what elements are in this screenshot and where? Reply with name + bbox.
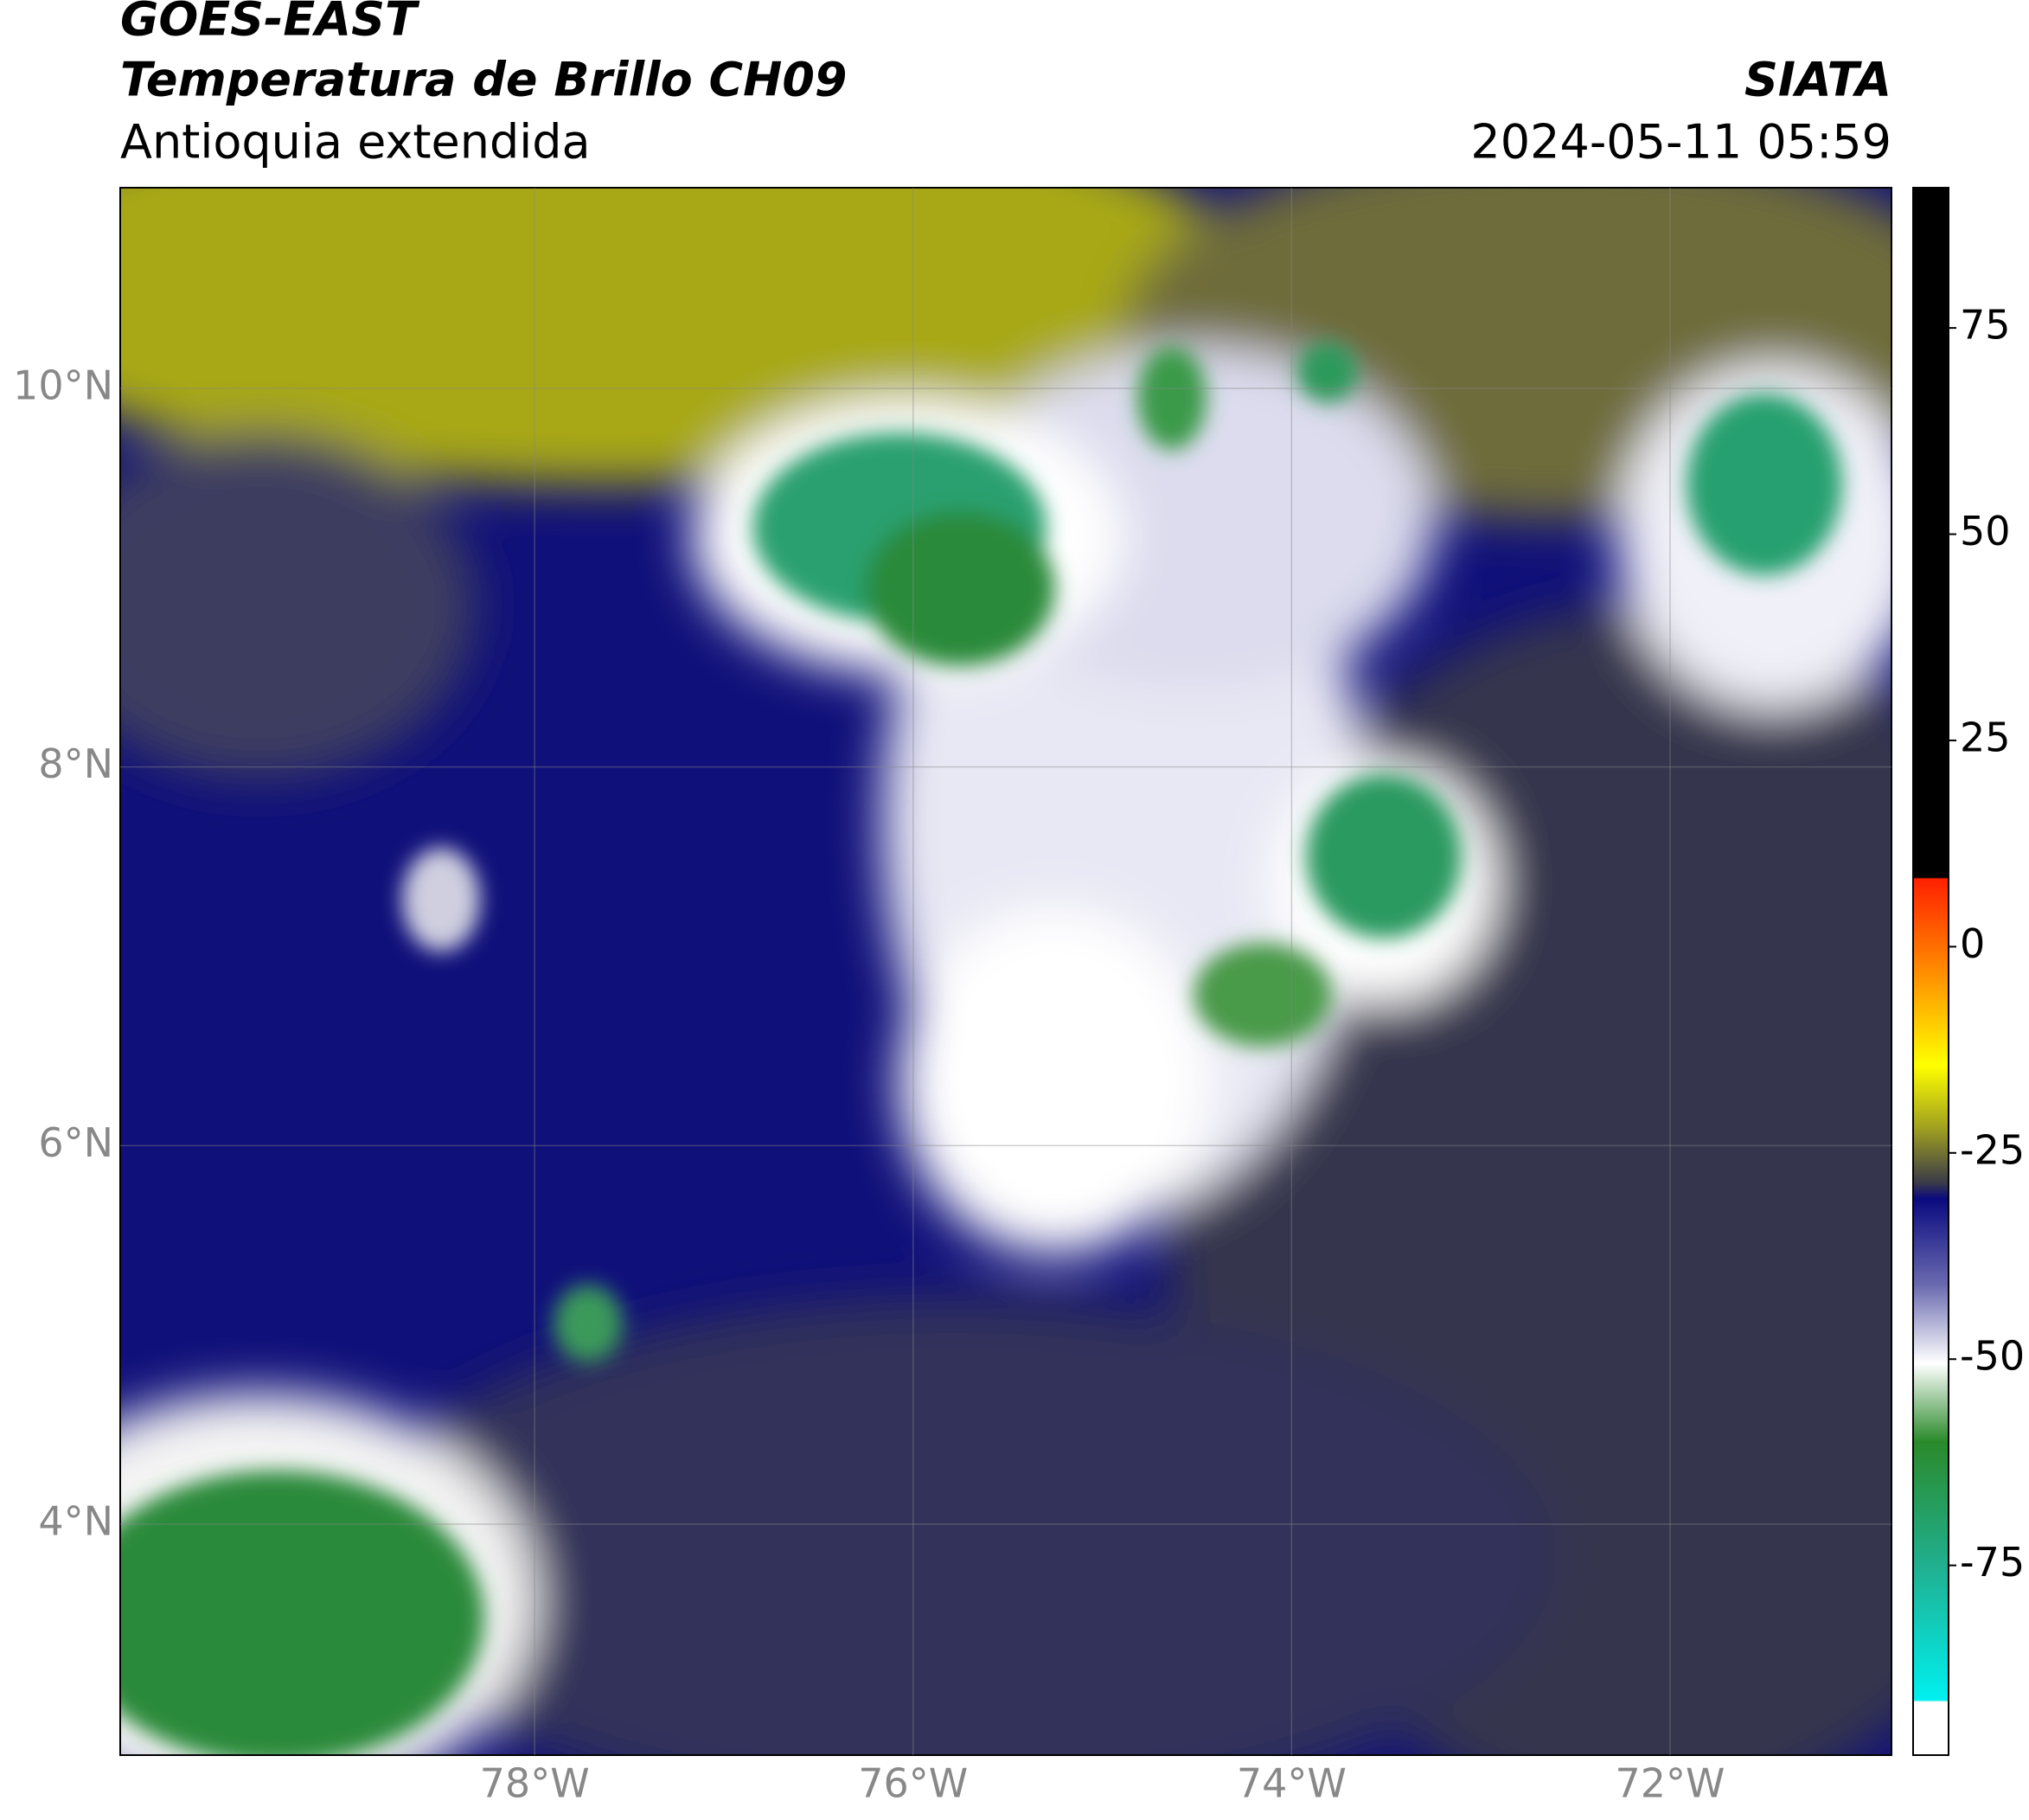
subtitle: Temperatura de Brillo CH09 (120, 53, 848, 107)
lat-tick-label: 6°N (38, 1119, 113, 1166)
colorbar-tick-label: 0 (1960, 920, 1985, 967)
region: Antioquia extendida (120, 115, 591, 170)
map-frame (119, 187, 1892, 1756)
graticule (120, 188, 1891, 1755)
lat-tick-label: 10°N (13, 362, 113, 408)
source: SIATA (1744, 53, 1891, 107)
colorbar-tick-label: 50 (1960, 508, 2011, 554)
colorbar (1912, 187, 1949, 1756)
colorbar-tick-label: -75 (1960, 1539, 2025, 1586)
lon-tick-label: 76°W (858, 1760, 968, 1807)
lat-tick-label: 8°N (38, 740, 113, 787)
colorbar-tick-label: 75 (1960, 302, 2011, 349)
title: GOES-EAST (120, 0, 420, 47)
lon-tick-label: 74°W (1237, 1760, 1347, 1807)
lon-tick-label: 72°W (1615, 1760, 1725, 1807)
colorbar-tick-label: -25 (1960, 1126, 2025, 1173)
lat-tick-label: 4°N (38, 1498, 113, 1545)
datetime: 2024-05-11 05:59 (1470, 115, 1891, 170)
lon-tick-label: 78°W (480, 1760, 590, 1807)
colorbar-tick-label: 25 (1960, 714, 2011, 760)
satellite-image (120, 188, 1891, 1755)
colorbar-tick-label: -50 (1960, 1333, 2025, 1380)
